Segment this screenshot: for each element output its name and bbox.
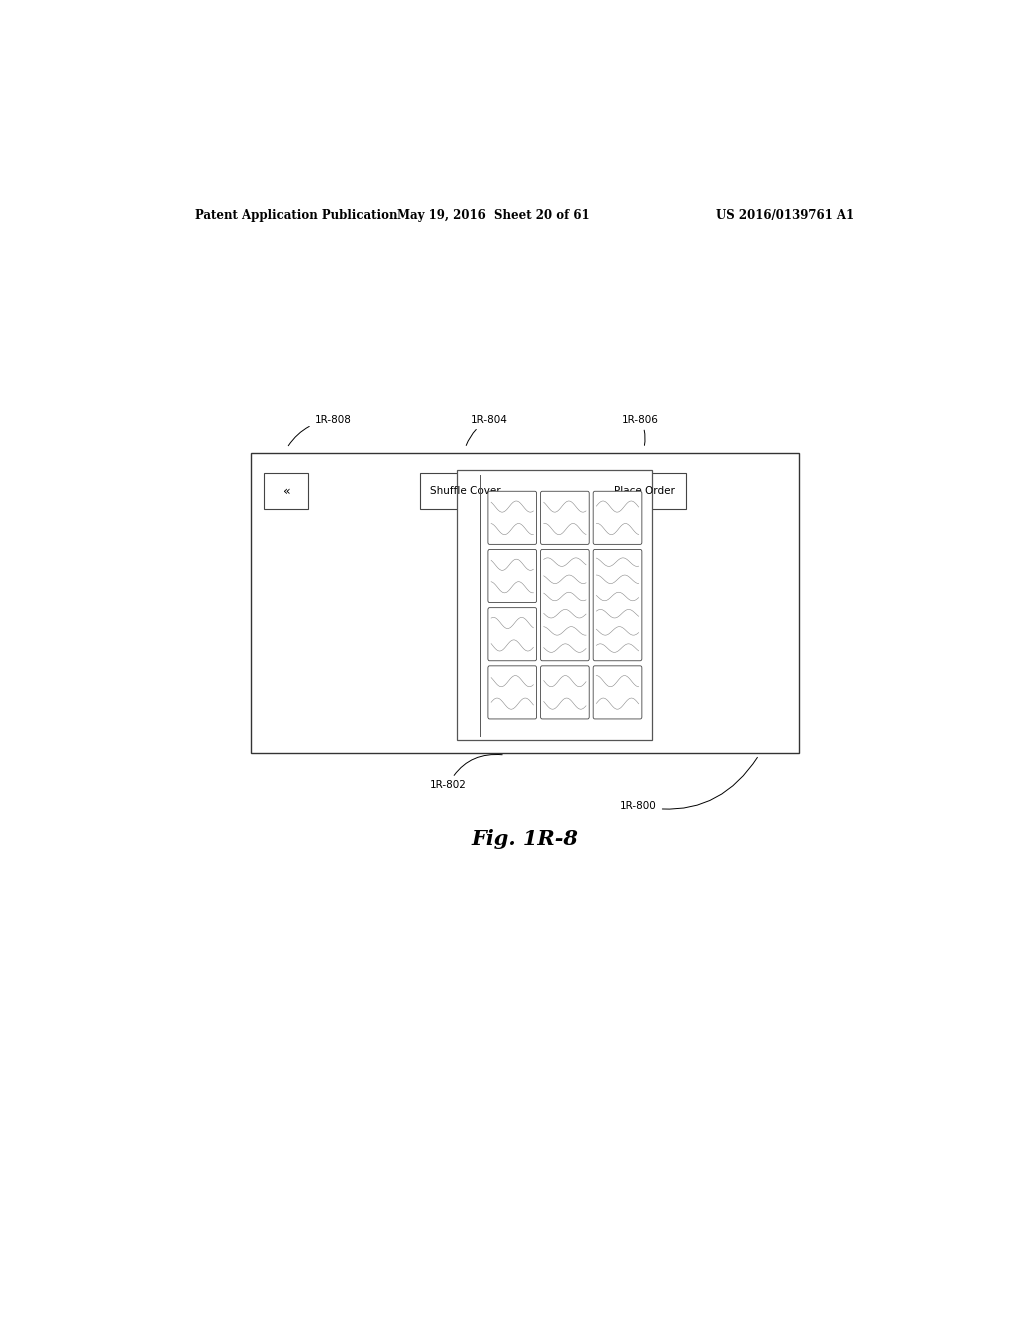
- Text: 1R-806: 1R-806: [622, 414, 658, 445]
- FancyBboxPatch shape: [593, 665, 642, 719]
- Bar: [420, 474, 511, 510]
- FancyBboxPatch shape: [487, 665, 537, 719]
- FancyBboxPatch shape: [541, 491, 589, 544]
- Bar: [264, 474, 308, 510]
- Text: May 19, 2016  Sheet 20 of 61: May 19, 2016 Sheet 20 of 61: [396, 209, 590, 222]
- FancyBboxPatch shape: [541, 665, 589, 719]
- Text: Place Order: Place Order: [613, 486, 675, 496]
- FancyBboxPatch shape: [541, 549, 589, 661]
- Text: US 2016/0139761 A1: US 2016/0139761 A1: [716, 209, 854, 222]
- Text: Shuffle Cover: Shuffle Cover: [430, 486, 501, 496]
- FancyBboxPatch shape: [487, 491, 537, 544]
- FancyBboxPatch shape: [487, 549, 537, 602]
- Text: Fig. 1R-8: Fig. 1R-8: [471, 829, 579, 849]
- Bar: [602, 474, 686, 510]
- Text: 1R-804: 1R-804: [466, 414, 508, 445]
- Text: «: «: [283, 484, 290, 498]
- Text: Patent Application Publication: Patent Application Publication: [196, 209, 398, 222]
- Text: 1R-802: 1R-802: [430, 755, 502, 791]
- Bar: [251, 453, 799, 752]
- Text: 1R-808: 1R-808: [288, 414, 351, 446]
- Bar: [458, 470, 651, 739]
- Text: 1R-800: 1R-800: [620, 758, 758, 810]
- FancyBboxPatch shape: [593, 491, 642, 544]
- FancyBboxPatch shape: [593, 549, 642, 661]
- FancyBboxPatch shape: [487, 607, 537, 661]
